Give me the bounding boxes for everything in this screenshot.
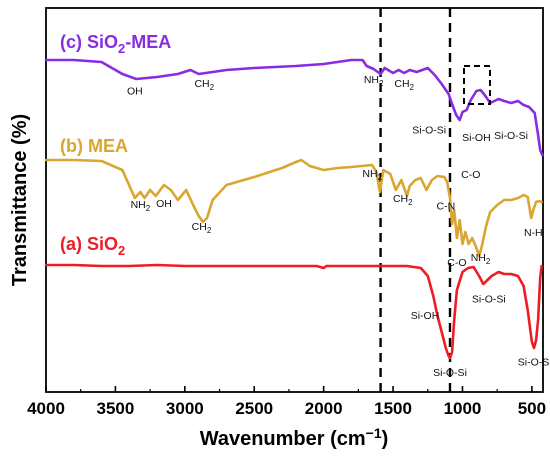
annotation-label: OH [127,86,143,98]
plot-frame [45,7,544,393]
x-tick-label: 1500 [374,399,412,418]
annotation-label: NH2 [131,199,151,213]
annotation-label: C-N [436,201,455,213]
series-b-label: (b) MEA [60,136,128,156]
annotation-label: C-O [447,257,466,269]
x-axis-ticks: 4000 3500 3000 2500 2000 1500 1000 500 [27,386,546,418]
annotation-label: NH2 [364,74,384,88]
x-tick-label: 3500 [96,399,134,418]
annotation-label: C-O [461,169,480,181]
annotation-label: NH2 [471,252,491,266]
annotation-label: Si-OH [462,132,491,144]
annotation-label: CH2 [394,78,414,92]
annotation-label: Si-O-Si [412,124,446,136]
annotation-label: NH2 [362,168,382,182]
series-b-line [44,158,543,258]
annotation-label: N-H [524,227,543,239]
series-a-label: (a) SiO2 [60,234,125,258]
x-axis-title: Wavenumber (cm−1) [200,425,389,450]
series-c-line [44,58,544,157]
highlight-box [463,65,491,105]
x-tick-label: 1000 [444,399,482,418]
annotation-label: Si-O-Si [433,367,467,379]
annotation-label: CH2 [194,78,214,92]
annotation-label: Si-O-Si [472,294,506,306]
annotation-label: OH [156,198,172,210]
annotation-label: Si-O-Si [494,130,528,142]
annotation-label: Si-OH [411,310,440,322]
y-axis-title: Transmittance (%) [9,114,31,286]
x-tick-label: 2000 [305,399,343,418]
x-tick-label: 3000 [166,399,204,418]
x-tick-label: 2500 [235,399,273,418]
annotation-label: CH2 [393,193,413,207]
annotation-label: Si-O-Si [518,356,550,368]
x-tick-label: 4000 [27,399,65,418]
series-layer [44,58,544,360]
series-a-line [44,263,543,360]
series-c-label: (c) SiO2-MEA [60,32,171,56]
x-tick-label: 500 [518,399,546,418]
annotation-label: CH2 [192,221,212,235]
